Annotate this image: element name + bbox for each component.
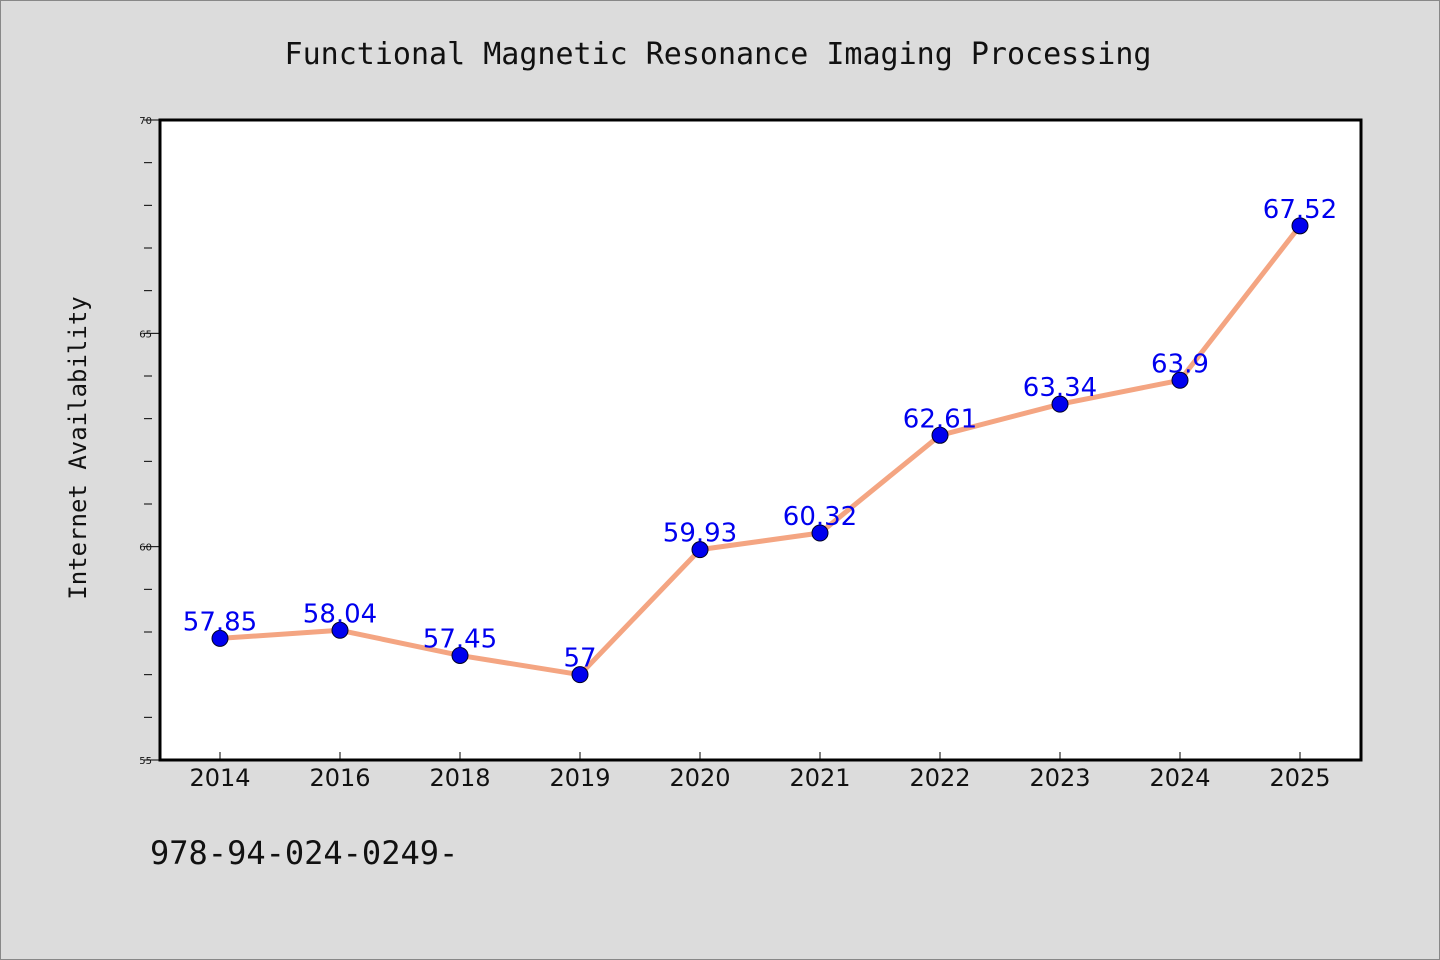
data-label: 59.93 (663, 519, 737, 549)
x-tick-label: 2025 (1269, 764, 1330, 792)
data-point-marker (691, 541, 709, 559)
x-tick-label: 2022 (909, 764, 970, 792)
y-tick-label: 65 (139, 329, 152, 340)
data-series (211, 217, 1309, 684)
data-point-marker (451, 646, 469, 664)
y-tick-label: 70 (139, 116, 152, 127)
x-tick-label: 2024 (1149, 764, 1210, 792)
chart-title: Functional Magnetic Resonance Imaging Pr… (285, 37, 1152, 72)
data-point-marker (331, 621, 349, 639)
x-tick-label: 2023 (1029, 764, 1090, 792)
x-tick-label: 2020 (669, 764, 730, 792)
y-tick-label: 55 (139, 756, 152, 767)
data-labels: 57.85 58.04 57.45 57 59.93 60.32 62.61 63.34 63.… (183, 195, 1337, 674)
data-label: 62.61 (903, 404, 977, 434)
data-point-marker (1291, 217, 1309, 235)
data-point-marker (211, 629, 229, 647)
data-label: 58.04 (303, 599, 377, 629)
x-axis: 2014 2016 2018 2019 2020 2021 2022 2023 2024 2025 (189, 752, 1331, 792)
y-axis-label: Internet Availability (64, 296, 92, 599)
plot-area (158, 118, 1363, 762)
data-label: 57.85 (183, 607, 257, 637)
x-tick-label: 2016 (309, 764, 370, 792)
x-tick-label: 2018 (429, 764, 490, 792)
data-point-marker (1051, 395, 1069, 413)
data-label: 57.45 (423, 624, 497, 654)
y-axis: 55 60 65 70 (139, 116, 160, 767)
data-point-marker (1171, 371, 1189, 389)
x-tick-label: 2021 (789, 764, 850, 792)
x-tick-label: 2014 (189, 764, 250, 792)
data-label: 67.52 (1263, 195, 1337, 225)
data-label: 57 (563, 644, 596, 674)
data-label: 63.34 (1023, 373, 1097, 403)
y-tick-label: 60 (139, 543, 152, 554)
data-point-marker (571, 666, 589, 684)
footer-isbn: 978-94-024-0249- (150, 834, 458, 872)
data-label: 63.9 (1151, 349, 1209, 379)
x-tick-label: 2019 (549, 764, 610, 792)
data-point-marker (931, 426, 949, 444)
data-label: 60.32 (783, 502, 857, 532)
series-line (217, 223, 1303, 678)
data-point-marker (811, 524, 829, 542)
